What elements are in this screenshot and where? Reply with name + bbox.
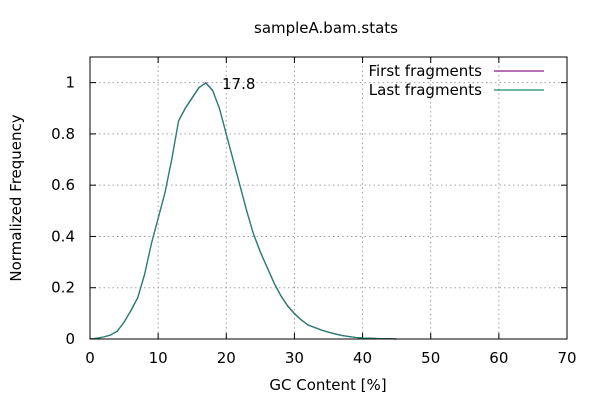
series-lines <box>89 82 397 340</box>
legend: First fragments Last fragments <box>368 62 544 99</box>
y-tick-label: 0 <box>65 330 75 348</box>
x-tick-label: 60 <box>489 349 508 367</box>
x-ticks: 0 10 20 30 40 50 60 70 <box>85 57 577 367</box>
x-tick-label: 20 <box>217 349 236 367</box>
x-tick-label: 40 <box>353 349 372 367</box>
x-tick-label: 30 <box>285 349 304 367</box>
series-line-last-fragments <box>89 82 397 340</box>
x-tick-label: 70 <box>557 349 576 367</box>
x-tick-label: 10 <box>149 349 168 367</box>
plot-frame <box>89 56 568 340</box>
x-tick-label: 50 <box>421 349 440 367</box>
peak-annotation: 17.8 <box>222 75 255 93</box>
y-tick-label: 0.6 <box>51 176 75 194</box>
legend-label-last-fragments: Last fragments <box>369 81 482 99</box>
x-tick-label: 0 <box>85 349 95 367</box>
y-tick-label: 0.2 <box>51 279 75 297</box>
x-axis-label: GC Content [%] <box>269 376 386 394</box>
chart-title: sampleA.bam.stats <box>254 19 398 37</box>
grid <box>90 57 567 339</box>
y-tick-label: 1 <box>65 74 75 92</box>
y-tick-label: 0.8 <box>51 125 75 143</box>
legend-label-first-fragments: First fragments <box>368 62 482 80</box>
y-ticks: 0 0.2 0.4 0.6 0.8 1 <box>51 74 567 348</box>
y-axis-label: Normalized Frequency <box>7 114 25 281</box>
y-tick-label: 0.4 <box>51 227 75 245</box>
